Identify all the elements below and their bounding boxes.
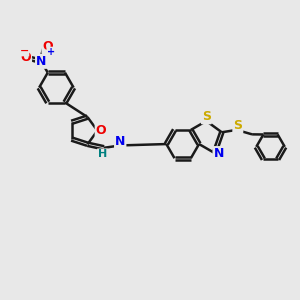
Text: S: S — [233, 119, 242, 132]
Text: −: − — [20, 46, 29, 56]
Text: S: S — [202, 110, 211, 123]
Text: N: N — [214, 147, 224, 160]
Text: O: O — [20, 51, 31, 64]
Text: N: N — [115, 135, 125, 148]
Text: H: H — [98, 149, 107, 159]
Text: O: O — [96, 124, 106, 137]
Text: N: N — [36, 55, 46, 68]
Text: +: + — [46, 47, 55, 57]
Text: O: O — [42, 40, 53, 53]
